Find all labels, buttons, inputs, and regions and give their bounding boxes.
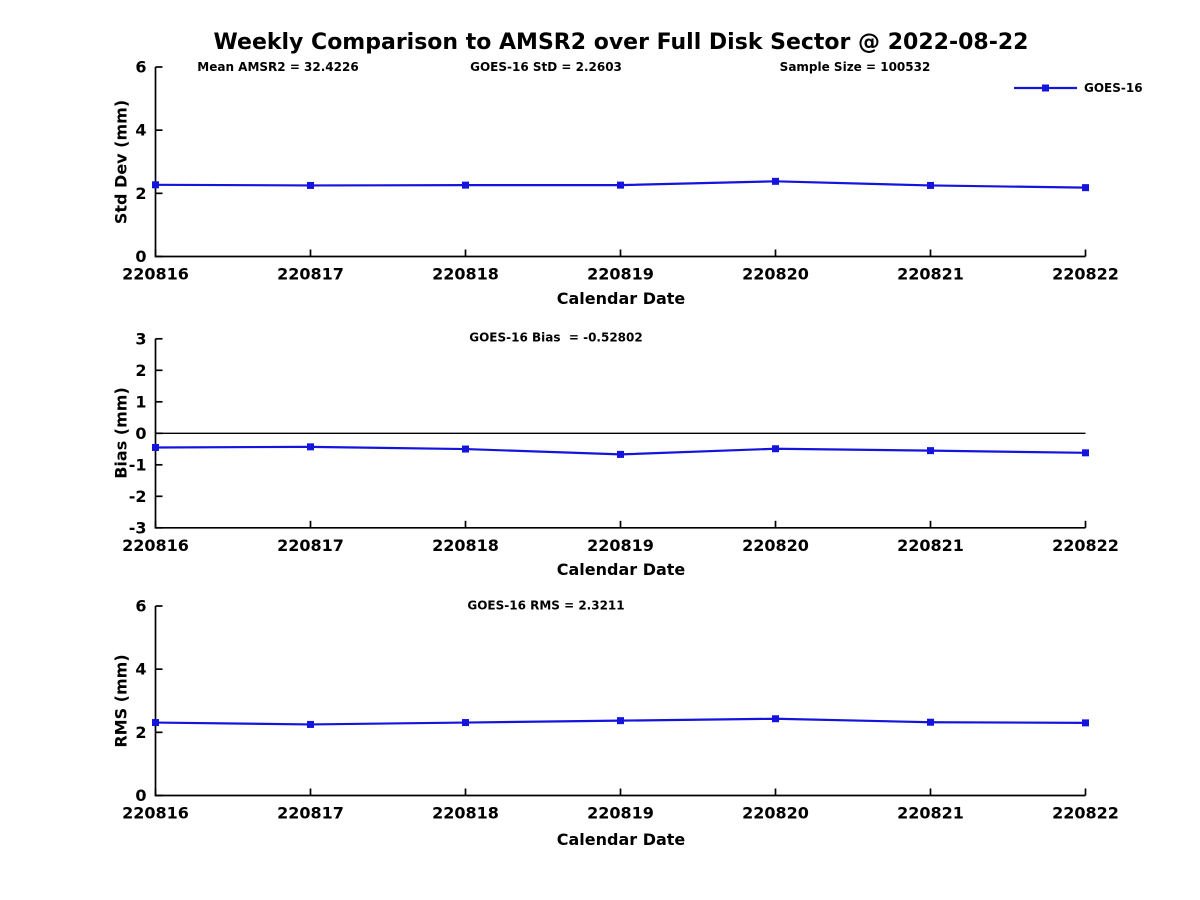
y-tick-label: 2 — [135, 723, 146, 742]
data-point-marker — [152, 181, 159, 189]
data-point-marker — [617, 717, 624, 725]
x-tick-label: 220817 — [277, 804, 344, 823]
data-point-marker — [307, 443, 314, 451]
subplot-title-bias: GOES-16 Bias = -0.52802 — [469, 331, 642, 345]
data-point-marker — [927, 181, 934, 189]
x-axis-label-bias: Calendar Date — [556, 560, 686, 579]
y-tick-label: -3 — [129, 518, 147, 537]
data-point-marker — [617, 181, 624, 189]
y-tick-label: 4 — [135, 660, 146, 679]
y-tick-label: 0 — [135, 424, 146, 443]
y-tick-label: 6 — [135, 58, 146, 77]
y-tick-label: 6 — [135, 597, 146, 616]
legend: GOES-16 — [1014, 81, 1143, 95]
data-point-marker — [772, 445, 779, 453]
y-tick-label: 0 — [135, 247, 146, 266]
data-point-marker — [462, 719, 469, 727]
y-tick-label: -2 — [129, 487, 147, 506]
data-point-marker — [1082, 184, 1089, 192]
x-axis-label-std-dev: Calendar Date — [556, 289, 686, 308]
legend-line-sample — [1014, 84, 1077, 92]
x-tick-label: 220816 — [122, 265, 189, 284]
data-point-marker — [927, 447, 934, 455]
x-tick-label: 220820 — [742, 265, 809, 284]
annotation-mean-amsr2: Mean AMSR2 = 32.4226 — [197, 60, 359, 74]
subplot-title-rms: GOES-16 RMS = 2.3211 — [467, 599, 624, 613]
x-tick-label: 220822 — [1052, 804, 1119, 823]
data-point-marker — [152, 719, 159, 727]
x-tick-label: 220818 — [432, 265, 499, 284]
x-axis-label-rms: Calendar Date — [556, 830, 686, 849]
data-point-marker — [307, 181, 314, 189]
x-tick-label: 220821 — [897, 265, 964, 284]
x-tick-label: 220820 — [742, 804, 809, 823]
y-tick-label: 4 — [135, 121, 146, 140]
x-tick-label: 220819 — [587, 804, 654, 823]
data-point-marker — [617, 450, 624, 458]
data-point-marker — [772, 715, 779, 723]
x-tick-label: 220819 — [587, 536, 654, 555]
data-point-marker — [462, 181, 469, 189]
x-tick-label: 220816 — [122, 804, 189, 823]
y-tick-label: 1 — [135, 392, 146, 411]
legend-marker — [1042, 84, 1049, 92]
x-tick-label: 220822 — [1052, 265, 1119, 284]
y-tick-label: 0 — [135, 786, 146, 805]
data-point-marker — [462, 445, 469, 453]
x-tick-label: 220818 — [432, 804, 499, 823]
x-tick-label: 220820 — [742, 536, 809, 555]
x-tick-label: 220819 — [587, 265, 654, 284]
y-tick-label: -1 — [129, 455, 147, 474]
data-point-marker — [1082, 449, 1089, 457]
data-point-marker — [772, 177, 779, 185]
data-point-marker — [152, 443, 159, 451]
data-point-marker — [307, 720, 314, 728]
figure-title: Weekly Comparison to AMSR2 over Full Dis… — [213, 30, 1029, 55]
x-tick-label: 220817 — [277, 265, 344, 284]
annotation-sample-size: Sample Size = 100532 — [779, 60, 931, 74]
x-tick-label: 220821 — [897, 536, 964, 555]
x-tick-label: 220821 — [897, 804, 964, 823]
y-tick-label: 3 — [135, 329, 146, 348]
x-tick-label: 220818 — [432, 536, 499, 555]
y-tick-label: 2 — [135, 184, 146, 203]
x-tick-label: 220822 — [1052, 536, 1119, 555]
annotation-goes16-std: GOES-16 StD = 2.2603 — [470, 60, 622, 74]
legend-label: GOES-16 — [1084, 81, 1143, 95]
x-tick-label: 220817 — [277, 536, 344, 555]
data-point-marker — [1082, 719, 1089, 727]
x-tick-label: 220816 — [122, 536, 189, 555]
y-tick-label: 2 — [135, 361, 146, 380]
data-point-marker — [927, 718, 934, 726]
